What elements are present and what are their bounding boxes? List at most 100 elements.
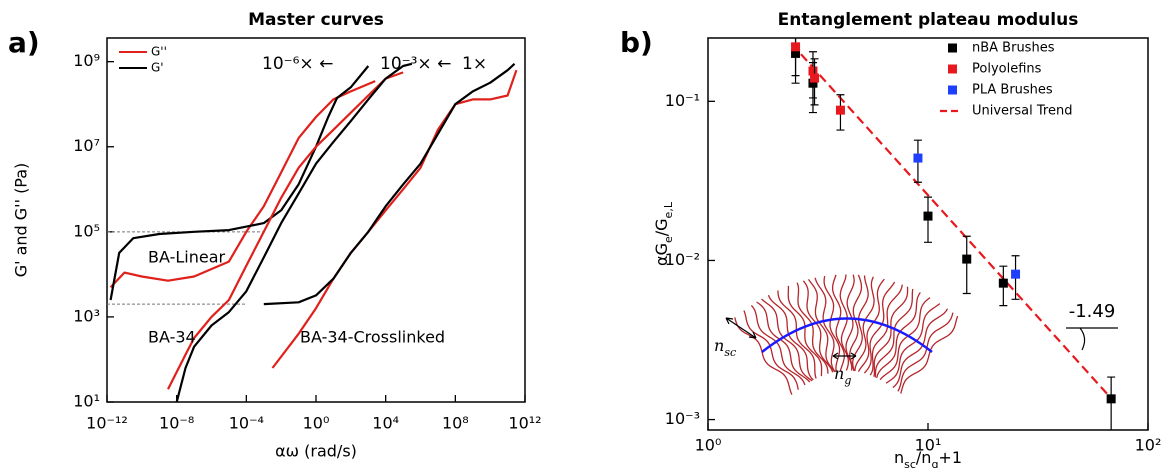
curve — [175, 62, 413, 402]
side-chain — [743, 310, 799, 390]
label-subscript: sc — [724, 346, 736, 359]
annotation: BA-Linear — [148, 248, 225, 267]
data-point — [835, 105, 845, 115]
side-chain — [802, 280, 834, 373]
side-chain — [796, 282, 829, 374]
side-chain — [845, 274, 855, 371]
label-subscript: g — [844, 374, 851, 387]
data-point — [998, 278, 1008, 288]
y-tick-label: 10⁻¹ — [665, 91, 700, 110]
x-tick-label: 10⁰ — [695, 436, 722, 455]
x-axis-label: nsc/ng+1 — [894, 448, 962, 468]
side-chain — [897, 312, 954, 392]
curve — [790, 43, 1115, 403]
annotation: BA-34-Crosslinked — [300, 328, 445, 347]
side-chain — [761, 298, 813, 382]
y-tick-label: 10⁻² — [665, 250, 700, 269]
legend-label: Universal Trend — [972, 104, 1072, 119]
data-point — [810, 73, 820, 83]
side-chain — [823, 275, 841, 372]
y-tick-label: 10⁵ — [73, 221, 100, 240]
side-chain — [900, 315, 959, 394]
side-chain — [807, 279, 836, 373]
label-part: /n — [916, 448, 932, 467]
curve — [263, 62, 516, 306]
curve — [167, 71, 404, 390]
x-tick-label: 10⁴ — [372, 414, 399, 433]
side-chain — [756, 301, 811, 383]
side-chain — [857, 278, 885, 372]
x-tick-label: 10¹ — [915, 436, 942, 455]
label-part: n — [834, 364, 844, 383]
label-part: n — [894, 448, 904, 467]
data-point — [923, 211, 933, 221]
x-tick-label: 10⁻¹² — [86, 414, 128, 433]
x-axis-label: αω (rad/s) — [275, 442, 357, 461]
x-tick-label: 10¹² — [508, 414, 541, 433]
data-point — [1106, 394, 1116, 404]
side-chain — [863, 281, 896, 374]
y-tick-label: 10¹ — [73, 392, 100, 411]
label-subscript: e,L — [662, 201, 675, 218]
curve — [271, 69, 518, 369]
panel-label: b) — [620, 26, 653, 59]
plot-frame — [106, 37, 526, 403]
inset-label: ng — [834, 364, 851, 387]
error-bar — [1107, 376, 1116, 430]
side-chain — [839, 274, 850, 371]
x-tick-label: 10⁸ — [442, 414, 469, 433]
side-chain — [777, 290, 817, 379]
side-chain — [873, 286, 909, 377]
annotation: BA-34 — [148, 328, 196, 347]
label-part: n — [714, 336, 724, 355]
legend-swatch — [948, 64, 957, 74]
data-point — [962, 254, 972, 264]
label-subscript: e — [662, 236, 675, 243]
arrow-ng — [832, 352, 857, 360]
side-chain — [831, 274, 846, 372]
plot-area — [107, 62, 518, 402]
legend-label: nBA Brushes — [972, 41, 1055, 56]
y-tick-label: 10⁹ — [73, 51, 100, 70]
legend-swatch — [948, 43, 957, 53]
side-chain — [854, 276, 875, 372]
x-tick-label: 10² — [1135, 436, 1162, 455]
side-chain — [879, 297, 931, 381]
side-chain — [869, 284, 903, 376]
legend-label: G' — [151, 61, 164, 75]
chart-title: Entanglement plateau modulus — [778, 10, 1079, 30]
legend-label: G'' — [151, 45, 167, 59]
side-chain — [814, 277, 836, 373]
x-tick-label: 10⁻⁸ — [159, 414, 194, 433]
data-point — [791, 42, 801, 52]
y-tick-label: 10⁷ — [73, 136, 100, 155]
side-chain — [750, 304, 806, 386]
y-axis-label: G' and G'' (Pa) — [12, 163, 31, 278]
side-chain — [892, 308, 949, 389]
legend-swatch — [948, 85, 957, 95]
label-part: αG — [652, 243, 671, 266]
side-chain — [767, 294, 814, 381]
side-chain — [876, 292, 921, 379]
legend-label: PLA Brushes — [972, 83, 1053, 98]
y-tick-label: 10⁻³ — [665, 409, 700, 428]
inset-label: nsc — [714, 336, 736, 359]
slope-triangle — [1066, 327, 1118, 351]
annotation: 1× — [462, 54, 487, 74]
data-point — [913, 153, 923, 163]
label-subscript: sc — [904, 458, 916, 468]
annotation: 10⁻⁶× ← — [262, 54, 333, 74]
annotation: 10⁻³× ← — [380, 54, 451, 74]
label-subscript: g — [931, 458, 938, 468]
error-bar — [962, 235, 971, 295]
data-point — [808, 66, 818, 76]
data-point — [1011, 269, 1021, 279]
annotation: -1.49 — [1069, 301, 1116, 322]
panel-label: a) — [8, 26, 40, 59]
plot-area — [790, 38, 1116, 430]
chart-title: Master curves — [248, 10, 384, 30]
y-tick-label: 10³ — [73, 306, 100, 325]
side-chain — [787, 285, 823, 377]
side-chain — [874, 288, 914, 378]
